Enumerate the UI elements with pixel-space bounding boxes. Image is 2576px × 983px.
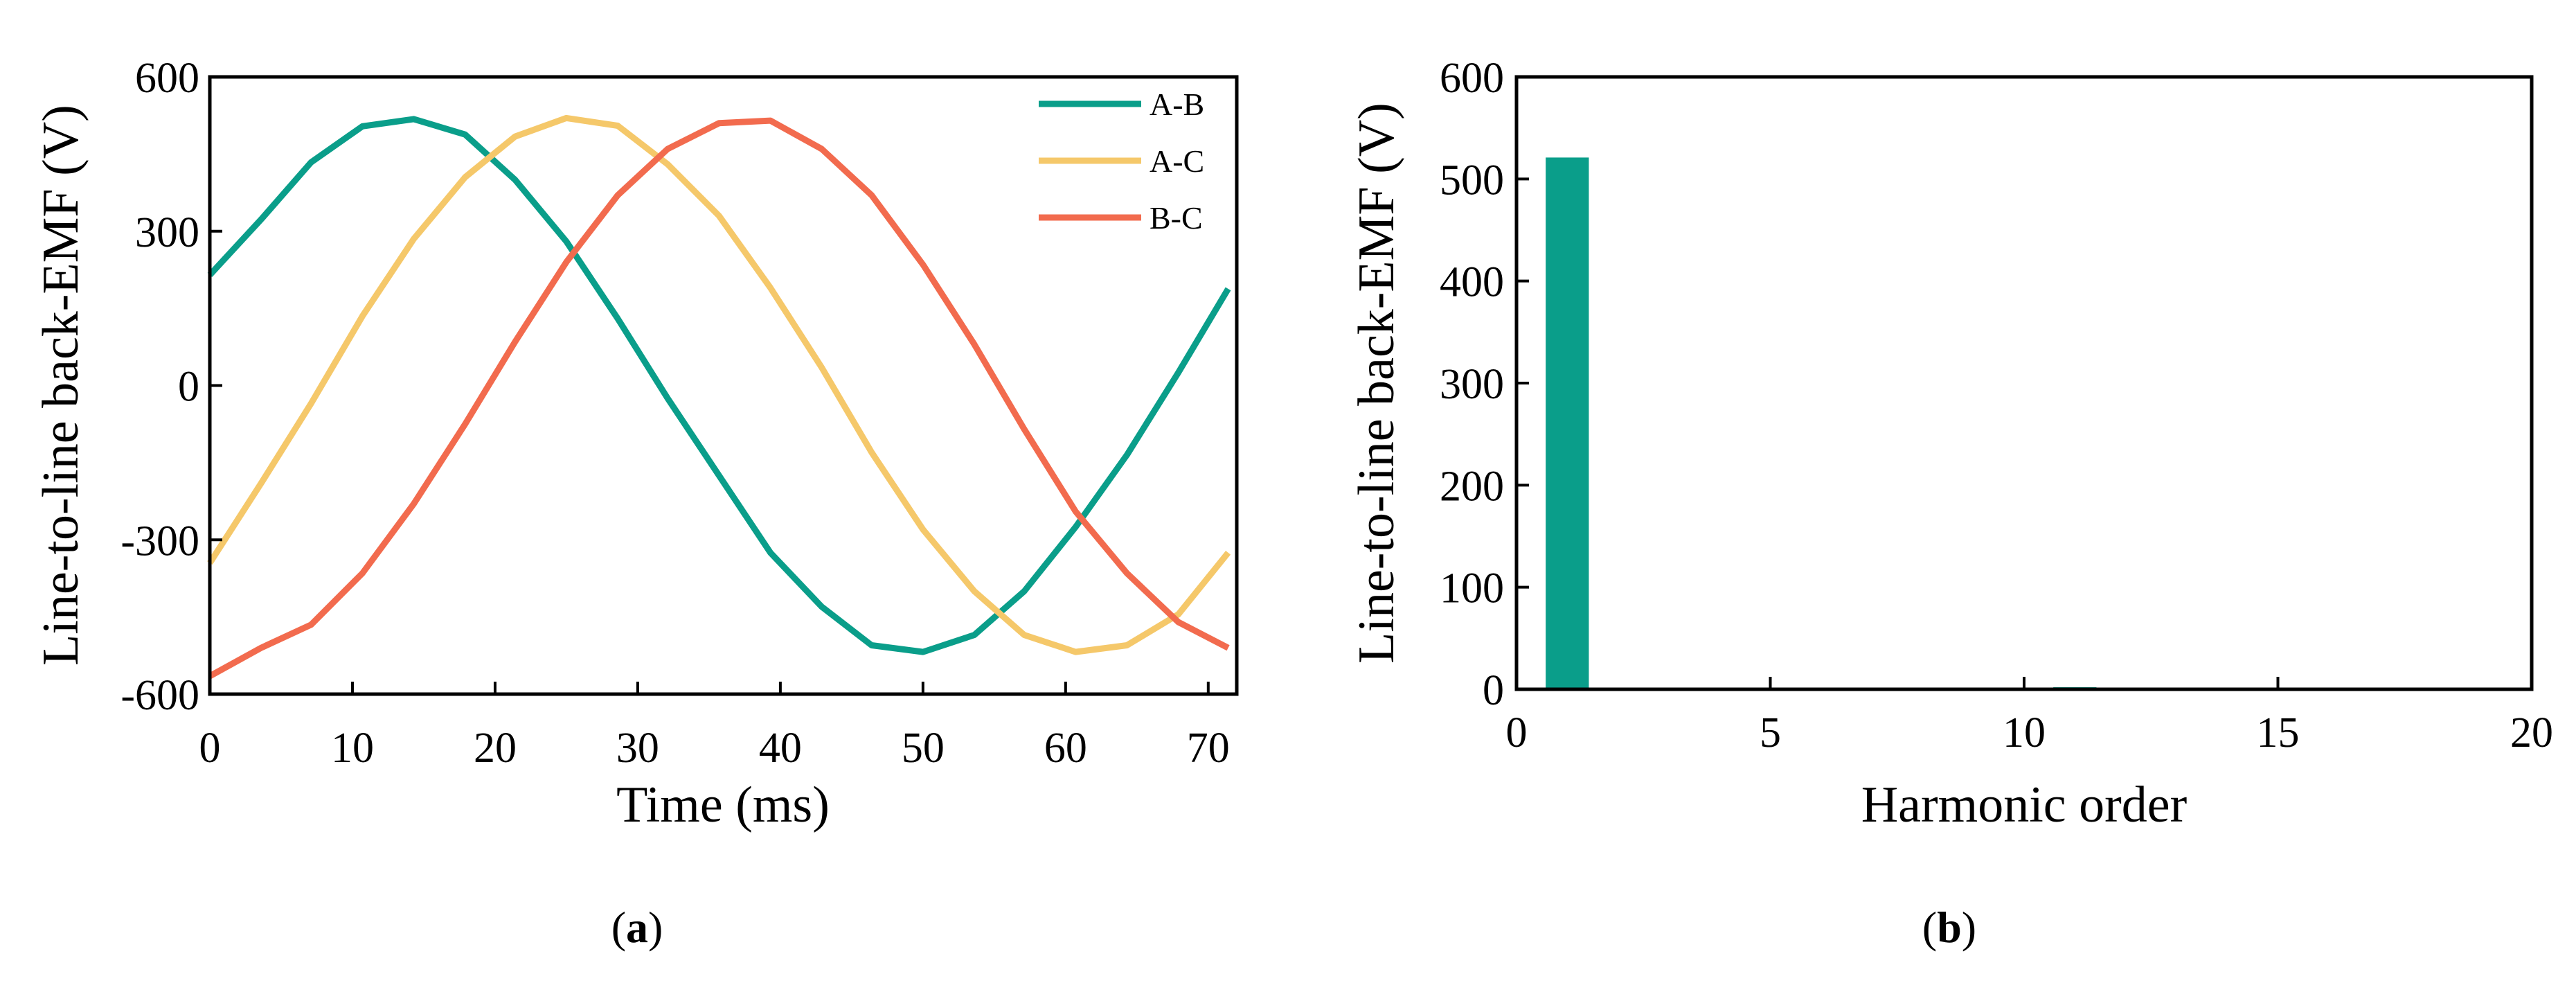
chart-a-panel-label: (a) xyxy=(611,903,663,952)
x-tick-label: 40 xyxy=(759,725,802,772)
chart-b-bars xyxy=(1546,157,2097,690)
x-tick-label: 0 xyxy=(199,725,221,772)
x-tick-label: 10 xyxy=(331,725,374,772)
y-tick-label: 0 xyxy=(178,364,199,411)
x-tick-label: 30 xyxy=(616,725,659,772)
series-line-a-c xyxy=(207,114,1231,655)
y-tick-label: 300 xyxy=(1440,361,1504,408)
chart-a-panel-label-close: ) xyxy=(648,903,663,952)
legend-label-b-c: B-C xyxy=(1150,200,1203,236)
chart-b-panel-label-open: ( xyxy=(1922,903,1937,952)
chart-b-y-ticks: 0 100 200 300 400 500 600 xyxy=(1440,55,1529,714)
y-tick-label: 500 xyxy=(1440,157,1504,204)
y-tick-label: 600 xyxy=(135,55,199,102)
y-tick-label: 400 xyxy=(1440,259,1504,306)
chart-b-panel-label-close: ) xyxy=(1962,903,1976,952)
x-tick-label: 10 xyxy=(2003,709,2046,756)
chart-a-legend: A-B A-C B-C xyxy=(1039,87,1204,236)
chart-a: 0 10 20 30 40 50 60 70 -600 -300 0 300 600 Time (ms… xyxy=(33,55,1239,952)
series-line-a-b xyxy=(207,116,1231,655)
chart-a-plot-frame xyxy=(208,75,1239,696)
chart-b-plot-frame xyxy=(1514,75,2534,691)
chart-b-x-ticks: 0 5 10 15 20 xyxy=(1506,677,2553,756)
legend-label-a-b: A-B xyxy=(1150,87,1204,122)
x-tick-label: 60 xyxy=(1044,725,1087,772)
chart-a-series-lines xyxy=(207,114,1231,679)
x-tick-label: 15 xyxy=(2257,709,2300,756)
bar-harmonic-1 xyxy=(1546,157,1589,690)
chart-b-x-axis-label: Harmonic order xyxy=(1861,777,2188,833)
y-tick-label: 200 xyxy=(1440,463,1504,510)
chart-b-y-axis-label: Line-to-line back-EMF (V) xyxy=(1348,103,1405,664)
chart-a-panel-label-open: ( xyxy=(611,903,626,952)
chart-b: 0 5 10 15 20 0 100 200 300 400 500 600 Harmonic or… xyxy=(1348,55,2553,952)
x-tick-label: 20 xyxy=(2510,709,2553,756)
y-tick-label: 300 xyxy=(135,209,199,256)
chart-a-panel-label-letter: a xyxy=(626,903,648,952)
y-tick-label: -300 xyxy=(120,517,199,565)
x-tick-label: 0 xyxy=(1506,709,1528,756)
chart-a-y-axis-label: Line-to-line back-EMF (V) xyxy=(33,105,89,666)
y-tick-label: 100 xyxy=(1440,565,1504,612)
legend-label-a-c: A-C xyxy=(1150,143,1204,179)
x-tick-label: 20 xyxy=(474,725,517,772)
y-tick-label: 0 xyxy=(1483,667,1504,714)
chart-a-y-ticks: -600 -300 0 300 600 xyxy=(120,55,222,719)
y-tick-label: 600 xyxy=(1440,55,1504,102)
x-tick-label: 50 xyxy=(902,725,945,772)
series-line-b-c xyxy=(208,117,1230,679)
chart-a-x-ticks: 0 10 20 30 40 50 60 70 xyxy=(199,682,1230,772)
chart-b-panel-label-letter: b xyxy=(1937,903,1962,952)
y-tick-label: -600 xyxy=(120,672,199,719)
chart-a-x-axis-label: Time (ms) xyxy=(616,777,830,833)
x-tick-label: 5 xyxy=(1760,709,1781,756)
x-tick-label: 70 xyxy=(1187,725,1230,772)
chart-b-panel-label: (b) xyxy=(1922,903,1976,952)
